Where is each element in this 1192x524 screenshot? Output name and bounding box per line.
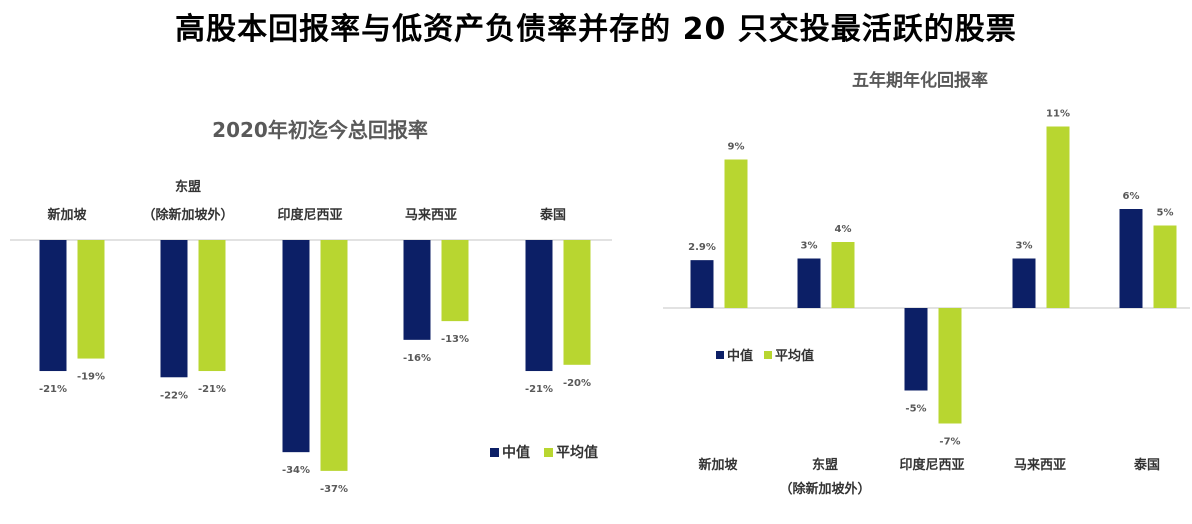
category-label: 印度尼西亚 <box>277 207 342 223</box>
data-label: 5% <box>1157 208 1174 219</box>
legend-swatch-median <box>716 351 724 359</box>
category-label: 印度尼西亚 <box>899 457 964 473</box>
data-label: 3% <box>801 241 818 252</box>
bar-median <box>525 240 553 372</box>
data-label: 9% <box>728 142 745 153</box>
data-label: -7% <box>939 437 960 448</box>
bar-median <box>39 240 67 372</box>
bar-median <box>403 240 431 340</box>
chart-title-5yr: 五年期年化回报率 <box>852 71 988 91</box>
category-label: 马来西亚 <box>405 207 457 223</box>
category-label: 马来西亚 <box>1014 457 1066 473</box>
bar-median <box>1119 209 1143 308</box>
legend-label: 中值 <box>502 444 530 461</box>
bar-median <box>1012 258 1036 308</box>
data-label: -21% <box>525 384 553 395</box>
data-label: 4% <box>835 224 852 235</box>
data-label: -37% <box>320 484 348 495</box>
data-label: -20% <box>563 378 591 389</box>
category-label: 新加坡 <box>47 207 87 223</box>
category-label: 新加坡 <box>698 457 738 473</box>
bar-mean <box>563 240 591 365</box>
category-label: （除新加坡外） <box>779 481 870 497</box>
data-label: -21% <box>39 384 67 395</box>
legend-label: 中值 <box>727 348 753 364</box>
bar-mean <box>831 242 855 308</box>
legend-label: 平均值 <box>556 444 598 461</box>
data-label: 2.9% <box>688 242 716 253</box>
bar-mean <box>77 240 105 359</box>
category-label: 东盟 <box>175 179 201 195</box>
bar-mean <box>198 240 226 372</box>
bar-mean <box>320 240 348 471</box>
bar-mean <box>938 308 962 424</box>
legend-swatch-mean <box>544 448 553 457</box>
data-label: -13% <box>441 334 469 345</box>
bar-median <box>160 240 188 378</box>
bar-mean <box>1046 126 1070 308</box>
legend-swatch-median <box>490 448 499 457</box>
data-label: -22% <box>160 390 188 401</box>
legend-label: 平均值 <box>775 348 814 364</box>
data-label: -19% <box>77 372 105 383</box>
legend-swatch-mean <box>764 351 772 359</box>
bar-median <box>282 240 310 453</box>
data-label: -21% <box>198 384 226 395</box>
data-label: -5% <box>905 404 926 415</box>
chart-title-ytd: 2020年初迄今总回报率 <box>212 118 428 142</box>
bar-mean <box>724 159 748 308</box>
category-label: （除新加坡外） <box>142 207 233 223</box>
category-label: 泰国 <box>539 207 566 223</box>
data-label: -34% <box>282 465 310 476</box>
bar-mean <box>441 240 469 322</box>
data-label: -16% <box>403 353 431 364</box>
data-label: 11% <box>1046 109 1070 120</box>
bar-median <box>797 258 821 308</box>
bar-mean <box>1153 225 1177 308</box>
bar-median <box>904 308 928 391</box>
page-title: 高股本回报率与低资产负债率并存的 20 只交投最活跃的股票 <box>175 12 1017 47</box>
data-label: 6% <box>1123 191 1140 202</box>
category-label: 泰国 <box>1133 457 1160 473</box>
bar-median <box>690 260 714 308</box>
category-label: 东盟 <box>812 457 838 473</box>
data-label: 3% <box>1016 241 1033 252</box>
